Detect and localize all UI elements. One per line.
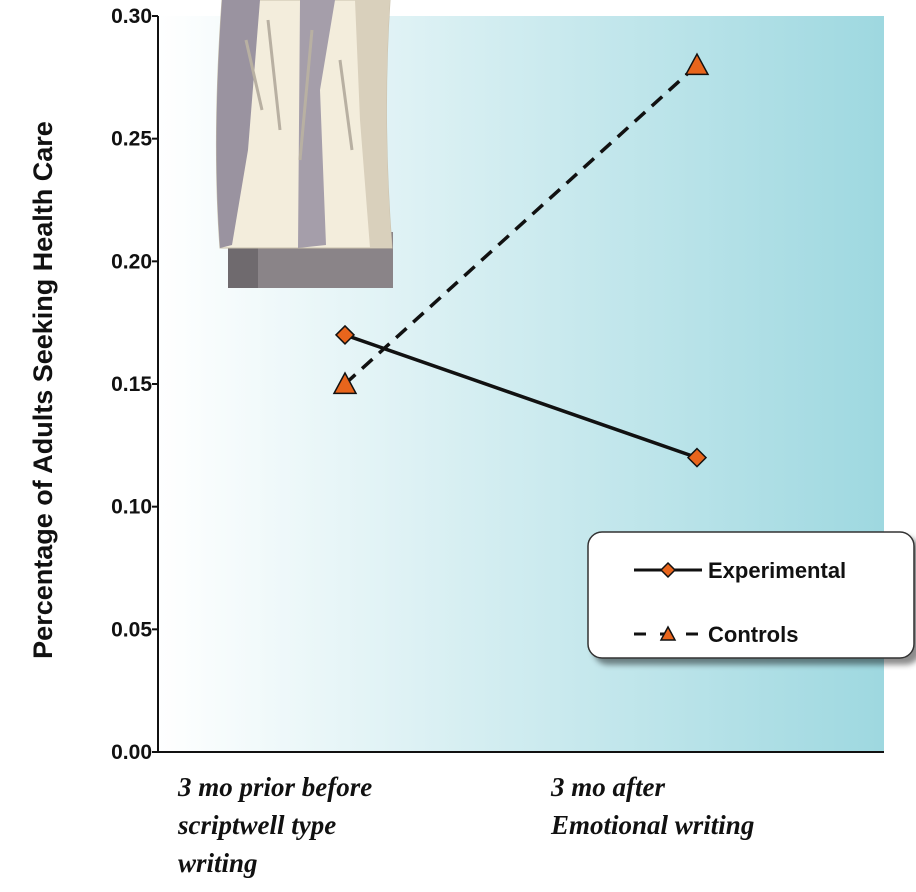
- data-point-experimental: [334, 324, 356, 345]
- x-categories: 3 mo prior before scriptwell type writing 3…: [177, 772, 754, 878]
- legend-label-controls: Controls: [708, 622, 798, 647]
- y-tick-label: 0.00: [111, 741, 152, 764]
- data-point-experimental: [686, 447, 708, 468]
- series-line-experimental: [344, 333, 698, 460]
- legend: Experimental Controls: [587, 531, 915, 659]
- y-axis-label: Percentage of Adults Seeking Health Care: [28, 121, 58, 659]
- legend-marker-experimental: [659, 561, 677, 579]
- y-tick-label: 0.20: [111, 250, 152, 273]
- series-line-controls: [343, 63, 699, 386]
- y-tick-label: 0.05: [111, 618, 152, 641]
- y-tick-label: 0.10: [111, 496, 152, 519]
- x-category-label: 3 mo after Emotional writing: [550, 772, 754, 840]
- person-illustration-icon: [215, 0, 393, 288]
- x-category-label: 3 mo prior before scriptwell type writing: [177, 772, 372, 878]
- series-layer: [332, 52, 710, 468]
- data-point-controls: [684, 52, 710, 76]
- y-tick-label: 0.15: [111, 373, 152, 396]
- legend-label-experimental: Experimental: [708, 558, 846, 583]
- legend-marker-controls: [659, 625, 677, 641]
- y-ticks: 0.00 0.05 0.10 0.15 0.20 0.25 0.30: [111, 5, 158, 764]
- data-point-controls: [332, 371, 358, 395]
- y-tick-label: 0.25: [111, 128, 152, 151]
- y-tick-label: 0.30: [111, 5, 152, 28]
